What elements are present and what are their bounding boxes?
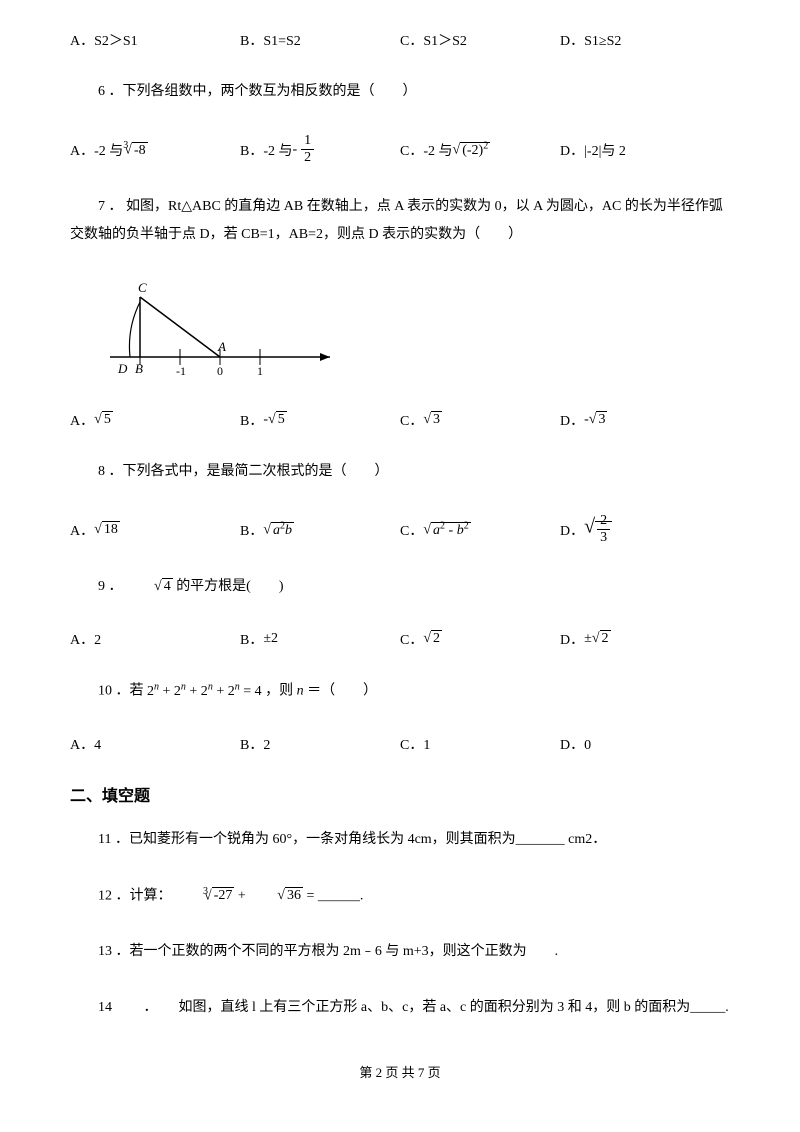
q5-opt-d: D．S1≥S2 [560,30,730,50]
q9-text: 9 ． √4 的平方根是( ) [70,573,730,601]
q9-pre: 9 ． [98,579,123,594]
frac-1-2: 12 [301,134,314,165]
q7-options: A． √5 B． -√5 C． √3 D． -√3 [70,410,730,430]
q8-options: A． √18 B． √a2b C． √a2 - b2 D． √23 [70,514,730,545]
q12-post: ______. [318,888,364,903]
sqrt-frac23: √23 [584,514,612,545]
q10-text: 10 ．若 2n + 2n + 2n + 2n = 4 ，则 n ＝（ ） [70,677,730,706]
q9-opt-d: D． ±√2 [560,629,730,649]
q7-opt-a: A． √5 [70,410,240,430]
sqrt36: √36 [249,882,303,910]
q10-n: n [297,684,304,699]
svg-text:B: B [135,361,143,376]
q12-pre: 12 ．计算： [98,888,172,903]
sqrt5: √5 [94,412,113,428]
pm-sqrt2: √2 [592,631,611,647]
q6-text: 6 ．下列各组数中，两个数互为相反数的是（ ） [70,78,730,106]
q7d-label: D． [560,410,584,430]
q10-opt-d: D．0 [560,734,730,754]
q6a-label: A．-2 与 [70,140,123,160]
q8b-label: B． [240,520,263,540]
page-footer: 第 2 页 共 7 页 [70,1062,730,1081]
q10-end: ＝（ ） [307,684,377,699]
q8-opt-b: B． √a2b [240,520,400,540]
q8d-label: D． [560,520,584,540]
svg-text:1: 1 [257,364,263,377]
q7-opt-b: B． -√5 [240,410,400,430]
q7-text: 7 ． 如图，Rt△ABC 的直角边 AB 在数轴上，点 A 表示的实数为 0，… [70,193,730,249]
page-root: A．S2＞S1 B．S1=S2 C．S1＞S2 D．S1≥S2 6 ．下列各组数… [0,0,800,1101]
svg-text:C: C [138,280,147,295]
sqrt-a2b: √a2b [263,520,294,539]
q10-pre: 10 ．若 [98,684,144,699]
q7-opt-d: D． -√3 [560,410,730,430]
q10-opt-c: C．1 [400,734,560,754]
q9d-label: D． [560,629,584,649]
q8-opt-a: A． √18 [70,520,240,540]
sqrt2: √2 [423,631,442,647]
q8a-label: A． [70,520,94,540]
q5-opt-b: B．S1=S2 [240,30,400,50]
q10-opt-b: B．2 [240,734,400,754]
q9c-label: C． [400,629,423,649]
section-2-title: 二、填空题 [70,782,730,806]
svg-text:D: D [117,361,128,376]
q8-opt-d: D． √23 [560,514,730,545]
q9-post: 的平方根是( ) [176,579,283,594]
q13-text: 13 ．若一个正数的两个不同的平方根为 2m﹣6 与 m+3，则这个正数为 . [70,938,730,966]
q10-expr: 2n + 2n + 2n + 2n = 4 [147,684,262,699]
q9-opt-b: B． ±2 [240,629,400,649]
svg-text:0: 0 [217,364,223,377]
q10-post: ，则 [265,684,293,699]
svg-text:A: A [217,339,226,354]
q6c-label: C．-2 与 [400,140,453,160]
q6-opt-a: A．-2 与 3√-8 [70,140,240,160]
q11-text: 11 ．已知菱形有一个锐角为 60°，一条对角线长为 4cm，则其面积为____… [70,826,730,854]
q9-opt-a: A．2 [70,629,240,649]
q7a-label: A． [70,410,94,430]
q8-text: 8 ．下列各式中，是最简二次根式的是（ ） [70,458,730,486]
q6-opt-c: C．-2 与 √(-2)2 [400,140,560,160]
sqrt18: √18 [94,522,120,538]
q10-opt-a: A．4 [70,734,240,754]
q10-options: A．4 B．2 C．1 D．0 [70,734,730,754]
svg-text:-1: -1 [176,364,186,377]
q8-opt-c: C． √a2 - b2 [400,520,560,540]
q6-opt-b: B．-2 与 - 12 [240,134,400,165]
q9-options: A．2 B． ±2 C． √2 D． ±√2 [70,629,730,649]
q7-opt-c: C． √3 [400,410,560,430]
q7c-label: C． [400,410,423,430]
cuberoot-neg27: 3√-27 [175,882,234,911]
q5-options: A．S2＞S1 B．S1=S2 C．S1＞S2 D．S1≥S2 [70,30,730,50]
q7-figure: -1 0 1 C A D B [100,277,730,382]
q9b-label: B． [240,629,263,649]
sqrt-neg2-sq: √(-2)2 [453,140,491,159]
q7b-label: B． [240,410,263,430]
neg-sqrt5: √5 [268,412,287,428]
cuberoot-neg8: 3√-8 [123,140,147,159]
neg-sqrt3: √3 [589,412,608,428]
q5-opt-c: C．S1＞S2 [400,30,560,50]
q12-text: 12 ．计算： 3√-27 + √36 = ______. [70,882,730,911]
q5-opt-a: A．S2＞S1 [70,30,240,50]
q8c-label: C． [400,520,423,540]
q9-opt-c: C． √2 [400,629,560,649]
q6-options: A．-2 与 3√-8 B．-2 与 - 12 C．-2 与 √(-2)2 D．… [70,134,730,165]
q6-opt-d: D．|-2|与 2 [560,140,730,160]
q14-text: 14 ． 如图，直线 l 上有三个正方形 a、b、c，若 a、c 的面积分别为 … [70,994,730,1022]
q6b-label: B．-2 与 [240,140,293,160]
sqrt3: √3 [423,412,442,428]
sqrt4: √4 [126,573,173,601]
sqrt-a2-b2: √a2 - b2 [423,520,470,539]
